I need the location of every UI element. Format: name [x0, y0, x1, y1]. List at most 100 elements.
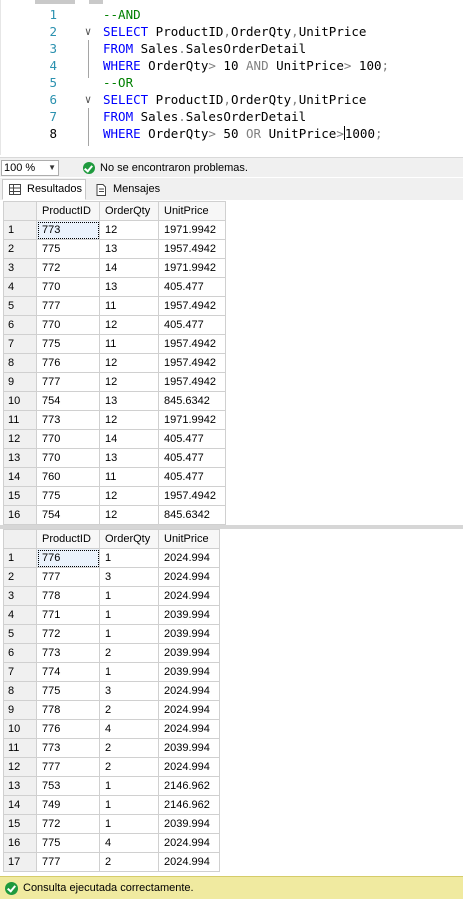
table-row[interactable]: 2 775 13 1957.4942	[3, 239, 226, 259]
table-cell[interactable]: 2024.994	[158, 719, 220, 739]
table-cell[interactable]: 13	[99, 277, 159, 297]
table-cell[interactable]: 12	[99, 315, 159, 335]
table-cell[interactable]: 3	[99, 567, 159, 587]
row-number[interactable]: 3	[3, 586, 37, 606]
row-number[interactable]: 15	[3, 814, 37, 834]
row-number[interactable]: 14	[3, 467, 37, 487]
table-cell[interactable]: 3	[99, 681, 159, 701]
table-cell[interactable]: 2146.962	[158, 795, 220, 815]
table-cell[interactable]: 773	[36, 220, 100, 240]
table-cell[interactable]: 775	[36, 833, 100, 853]
table-row[interactable]: 15 772 1 2039.994	[3, 814, 220, 834]
results-table-1[interactable]: ProductID OrderQty UnitPrice 1 773 12 1971.99…	[3, 201, 226, 525]
row-number[interactable]: 5	[3, 296, 37, 316]
table-cell[interactable]: 773	[36, 738, 100, 758]
row-number[interactable]: 9	[3, 372, 37, 392]
row-number[interactable]: 15	[3, 486, 37, 506]
grid-corner[interactable]	[3, 201, 37, 221]
table-cell[interactable]: 2024.994	[158, 700, 220, 720]
code-line[interactable]: 6 ∨ SELECT ProductID,OrderQty,UnitPrice	[1, 91, 463, 108]
tab-messages[interactable]: Mensajes	[88, 179, 166, 200]
row-number[interactable]: 14	[3, 795, 37, 815]
table-row[interactable]: 13 770 13 405.477	[3, 448, 226, 468]
table-cell[interactable]: 1957.4942	[158, 486, 226, 506]
table-cell[interactable]: 777	[36, 372, 100, 392]
query-editor[interactable]: 1 --AND 2 ∨ SELECT ProductID,OrderQty,UnitPr…	[0, 0, 463, 155]
row-number[interactable]: 10	[3, 391, 37, 411]
table-cell[interactable]: 12	[99, 410, 159, 430]
table-cell[interactable]: 2039.994	[158, 662, 220, 682]
table-cell[interactable]: 2039.994	[158, 624, 220, 644]
table-cell[interactable]: 2024.994	[158, 548, 220, 568]
table-row[interactable]: 5 777 11 1957.4942	[3, 296, 226, 316]
table-row[interactable]: 15 775 12 1957.4942	[3, 486, 226, 506]
table-cell[interactable]: 1957.4942	[158, 239, 226, 259]
table-row[interactable]: 8 776 12 1957.4942	[3, 353, 226, 373]
table-cell[interactable]: 771	[36, 605, 100, 625]
code-line[interactable]: 8 WHERE OrderQty> 50 OR UnitPrice>1000;	[1, 125, 463, 142]
table-cell[interactable]: 777	[36, 296, 100, 316]
code-line[interactable]: 3 FROM Sales.SalesOrderDetail	[1, 40, 463, 57]
table-cell[interactable]: 1	[99, 776, 159, 796]
table-cell[interactable]: 777	[36, 757, 100, 777]
table-cell[interactable]: 2039.994	[158, 643, 220, 663]
table-row[interactable]: 1 776 1 2024.994	[3, 548, 220, 568]
table-cell[interactable]: 2	[99, 738, 159, 758]
table-row[interactable]: 12 770 14 405.477	[3, 429, 226, 449]
table-row[interactable]: 6 773 2 2039.994	[3, 643, 220, 663]
table-row[interactable]: 1 773 12 1971.9942	[3, 220, 226, 240]
table-cell[interactable]: 753	[36, 776, 100, 796]
table-row[interactable]: 7 774 1 2039.994	[3, 662, 220, 682]
table-cell[interactable]: 405.477	[158, 429, 226, 449]
grid-splitter[interactable]	[0, 525, 463, 529]
table-cell[interactable]: 405.477	[158, 448, 226, 468]
table-cell[interactable]: 2039.994	[158, 605, 220, 625]
table-row[interactable]: 16 754 12 845.6342	[3, 505, 226, 525]
table-cell[interactable]: 2	[99, 757, 159, 777]
table-cell[interactable]: 2039.994	[158, 738, 220, 758]
table-cell[interactable]: 2024.994	[158, 567, 220, 587]
row-number[interactable]: 10	[3, 719, 37, 739]
table-cell[interactable]: 13	[99, 239, 159, 259]
table-cell[interactable]: 1	[99, 586, 159, 606]
table-cell[interactable]: 2	[99, 852, 159, 872]
code-line[interactable]: 7 FROM Sales.SalesOrderDetail	[1, 108, 463, 125]
table-row[interactable]: 14 749 1 2146.962	[3, 795, 220, 815]
table-cell[interactable]: 845.6342	[158, 391, 226, 411]
table-row[interactable]: 2 777 3 2024.994	[3, 567, 220, 587]
row-number[interactable]: 13	[3, 448, 37, 468]
table-cell[interactable]: 405.477	[158, 277, 226, 297]
table-cell[interactable]: 776	[36, 719, 100, 739]
column-header[interactable]: UnitPrice	[158, 529, 220, 549]
results-grid-2[interactable]: ProductID OrderQty UnitPrice 1 776 1 2024.994…	[0, 529, 463, 875]
table-row[interactable]: 16 775 4 2024.994	[3, 833, 220, 853]
table-cell[interactable]: 2	[99, 700, 159, 720]
table-cell[interactable]: 1971.9942	[158, 220, 226, 240]
table-cell[interactable]: 770	[36, 448, 100, 468]
table-cell[interactable]: 772	[36, 624, 100, 644]
row-number[interactable]: 2	[3, 567, 37, 587]
table-cell[interactable]: 1	[99, 548, 159, 568]
table-cell[interactable]: 777	[36, 852, 100, 872]
row-number[interactable]: 16	[3, 505, 37, 525]
column-header[interactable]: ProductID	[36, 201, 100, 221]
table-cell[interactable]: 1971.9942	[158, 410, 226, 430]
row-number[interactable]: 11	[3, 410, 37, 430]
row-number[interactable]: 16	[3, 833, 37, 853]
table-cell[interactable]: 1	[99, 662, 159, 682]
row-number[interactable]: 5	[3, 624, 37, 644]
table-row[interactable]: 4 770 13 405.477	[3, 277, 226, 297]
table-row[interactable]: 9 778 2 2024.994	[3, 700, 220, 720]
code-line[interactable]: 1 --AND	[1, 6, 463, 23]
table-cell[interactable]: 776	[36, 353, 100, 373]
tab-results[interactable]: Resultados	[2, 179, 86, 200]
table-cell[interactable]: 4	[99, 833, 159, 853]
table-row[interactable]: 4 771 1 2039.994	[3, 605, 220, 625]
table-cell[interactable]: 12	[99, 372, 159, 392]
table-row[interactable]: 3 778 1 2024.994	[3, 586, 220, 606]
table-cell[interactable]: 2024.994	[158, 586, 220, 606]
row-number[interactable]: 4	[3, 277, 37, 297]
row-number[interactable]: 6	[3, 643, 37, 663]
table-row[interactable]: 8 775 3 2024.994	[3, 681, 220, 701]
table-cell[interactable]: 1957.4942	[158, 372, 226, 392]
